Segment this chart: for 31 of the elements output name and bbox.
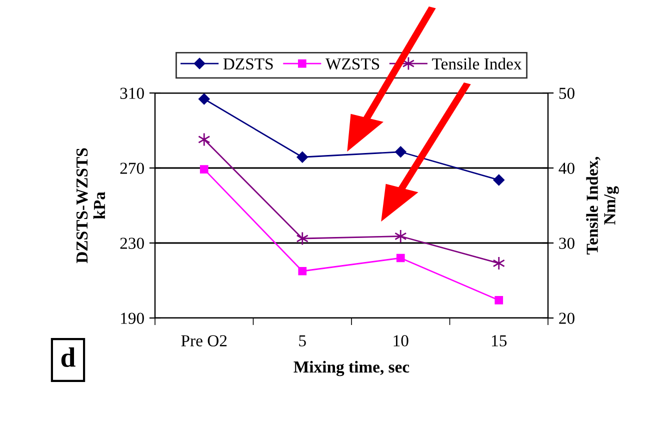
x-axis-title: Mixing time, sec <box>294 360 410 376</box>
y2-axis-title: Tensile Index, Nm/g <box>586 156 619 254</box>
y-tick-label: 310 <box>120 88 144 99</box>
point <box>298 266 307 276</box>
x-tick-label: Pre O2 <box>181 335 227 346</box>
point <box>296 232 308 246</box>
y-tick-label: 230 <box>120 238 144 249</box>
y2-tick-label: 40 <box>558 162 574 174</box>
point <box>494 296 504 304</box>
point <box>296 152 308 163</box>
point <box>395 146 406 158</box>
text: d <box>61 347 76 367</box>
y-tick-label: 270 <box>120 162 144 174</box>
legend-label: Tensile Index <box>432 58 522 70</box>
y2-tick-label: 20 <box>559 312 574 324</box>
x-tick-label: 15 <box>492 335 507 346</box>
point <box>198 132 210 146</box>
point <box>493 174 504 186</box>
y2-tick-label: 50 <box>559 88 574 99</box>
point <box>198 93 210 105</box>
legend-label: DZSTS <box>223 58 273 70</box>
x-tick-label: 5 <box>299 335 306 346</box>
y-tick-label: 190 <box>121 312 144 324</box>
x-tick-label: 10 <box>394 335 408 346</box>
point <box>200 165 208 174</box>
point <box>394 229 407 244</box>
y-axis-title: DZSTS-WZSTS kPa <box>76 148 106 264</box>
y2-tick-label: 30 <box>559 238 574 249</box>
point <box>492 256 505 270</box>
legend-label: WZSTS <box>326 58 380 70</box>
point <box>396 254 405 262</box>
